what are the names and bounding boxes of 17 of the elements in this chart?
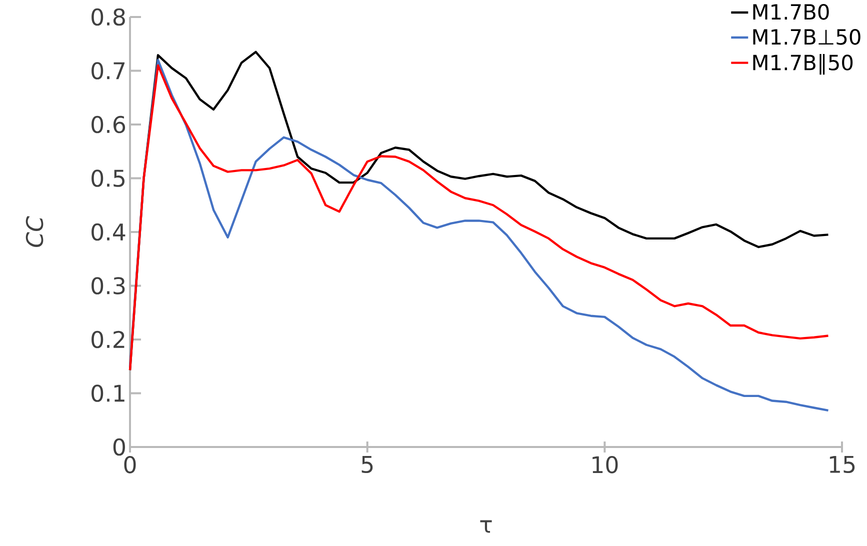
y-tick-label: 0.3	[92, 277, 125, 294]
y-tick-label: 0.7	[92, 62, 125, 80]
legend-label: M1.7B∥50	[753, 54, 853, 75]
x-tick-label: 15	[830, 456, 855, 474]
y-tick-label: 0.2	[92, 330, 124, 348]
y-tick-label: 0.6	[92, 116, 126, 134]
y-axis-title: CC	[26, 216, 44, 248]
y-tick-label: 0.4	[92, 223, 126, 241]
y-tick-label: 0	[113, 438, 125, 456]
y-tick-label: 0.8	[92, 8, 125, 26]
x-tick-label: 10	[592, 456, 618, 474]
legend-label: M1.7B⊥50	[753, 28, 860, 45]
x-axis-title: τ	[480, 520, 492, 533]
x-tick-label: 5	[362, 456, 373, 474]
y-tick-label: 0.1	[92, 384, 124, 402]
y-tick-label: 0.5	[92, 170, 124, 187]
legend-label: M1.7B0	[753, 4, 829, 20]
